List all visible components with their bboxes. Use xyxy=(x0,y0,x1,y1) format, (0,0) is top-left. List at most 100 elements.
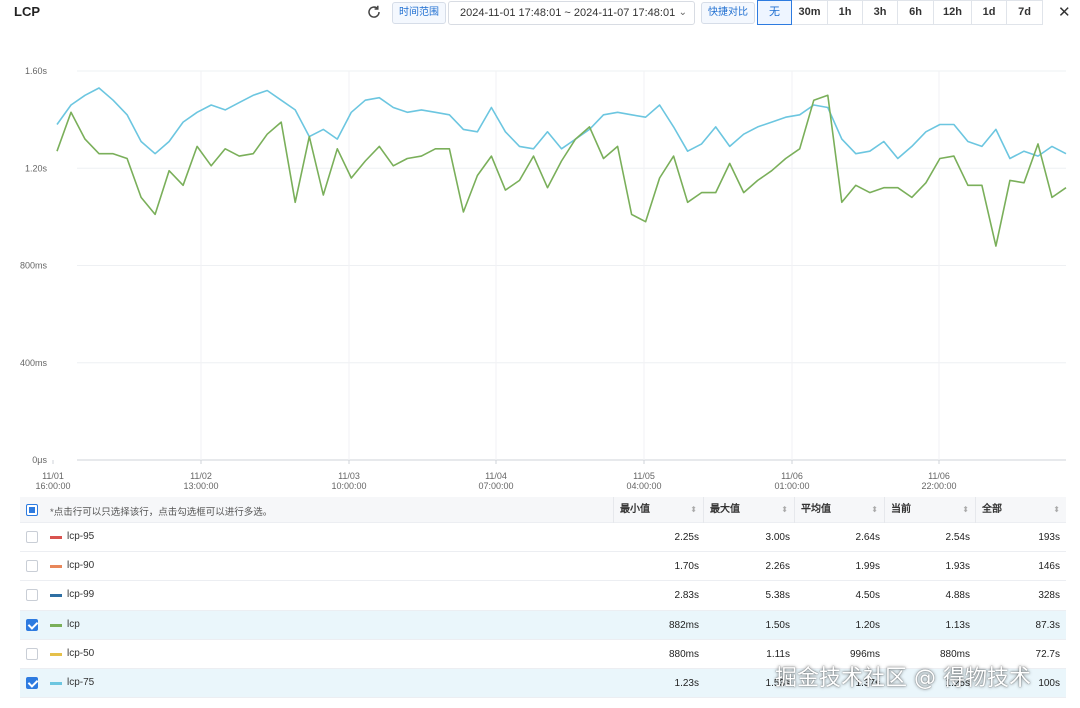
table-row[interactable]: lcp-95 2.25s 3.00s 2.64s 2.54s 193s xyxy=(20,523,1066,553)
column-header-label: 当前 xyxy=(891,504,911,515)
column-header-label: 最大值 xyxy=(710,504,740,515)
x-tick-date: 11/02 xyxy=(190,471,212,481)
compare-option-3h[interactable]: 3h xyxy=(863,0,898,25)
select-all-checkbox[interactable] xyxy=(26,504,38,516)
cell-value: 100s xyxy=(1038,677,1060,689)
page-title: LCP xyxy=(14,4,40,19)
y-tick-label: 0μs xyxy=(32,455,47,465)
series-line-lcp xyxy=(56,94,1067,247)
series-color-swatch xyxy=(50,594,62,598)
column-header[interactable]: 全部 ⬍ xyxy=(975,497,1066,523)
sort-icon[interactable]: ⬍ xyxy=(871,505,878,514)
cell-value: 193s xyxy=(1038,532,1060,543)
compare-option-30m[interactable]: 30m xyxy=(792,0,828,25)
series-color-swatch xyxy=(50,565,62,569)
cell-value: 1.13s xyxy=(945,619,970,631)
series-line-lcp-75 xyxy=(56,87,1067,160)
cell-value: 1.99s xyxy=(855,561,880,573)
cell-value: 4.50s xyxy=(855,590,880,602)
cell-value: 2.26s xyxy=(765,561,790,573)
quick-compare-button[interactable]: 快捷对比 xyxy=(701,2,755,24)
cell-value: 2.54s xyxy=(945,532,970,543)
series-color-swatch xyxy=(50,536,62,539)
time-range-button[interactable]: 时间范围 xyxy=(392,2,446,24)
series-name: lcp-75 xyxy=(67,676,95,688)
sort-icon[interactable]: ⬍ xyxy=(1053,505,1060,514)
cell-value: 2.64s xyxy=(855,532,880,543)
cell-value: 328s xyxy=(1038,590,1060,602)
sort-icon[interactable]: ⬍ xyxy=(781,505,788,514)
table-row[interactable]: lcp-50 880ms 1.11s 996ms 880ms 72.7s xyxy=(20,640,1066,669)
row-checkbox[interactable] xyxy=(26,531,38,543)
cell-value: 996ms xyxy=(849,648,880,660)
x-tick-date: 11/05 xyxy=(633,471,655,481)
cell-value: 1.70s xyxy=(674,561,699,573)
cell-value: 5.38s xyxy=(765,590,790,602)
cell-value: 3.00s xyxy=(765,532,790,543)
table-header: *点击行可以只选择该行，点击勾选框可以进行多选。 最小值 ⬍ 最大值 ⬍ 平均值 ⬍ 当前 ⬍… xyxy=(20,497,1066,523)
table-row[interactable]: lcp-75 1.23s 1.53s 1.37s 1.25s 100s xyxy=(20,668,1066,699)
sort-icon[interactable]: ⬍ xyxy=(690,505,697,514)
x-tick-date: 11/03 xyxy=(338,471,360,481)
cell-value: 1.23s xyxy=(674,677,699,689)
compare-segmented-control: 无 30m 1h 3h 6h 12h 1d 7d xyxy=(757,0,1043,25)
column-header[interactable]: 最小值 ⬍ xyxy=(613,497,703,523)
y-tick-label: 1.60s xyxy=(25,66,48,76)
compare-option-1d[interactable]: 1d xyxy=(972,0,1007,25)
row-checkbox[interactable] xyxy=(26,589,38,602)
cell-value: 1.37s xyxy=(855,677,880,689)
refresh-icon[interactable] xyxy=(366,4,382,20)
row-checkbox[interactable] xyxy=(26,676,38,689)
series-color-swatch xyxy=(50,681,62,685)
watermark: 掘金技术社区 @ 得物技术 xyxy=(775,666,1031,691)
y-tick-label: 800ms xyxy=(20,261,48,271)
column-header[interactable]: 最大值 ⬍ xyxy=(703,497,794,523)
table-row[interactable]: lcp 882ms 1.50s 1.20s 1.13s 87.3s xyxy=(20,610,1066,640)
column-header[interactable]: 平均值 ⬍ xyxy=(794,497,884,523)
series-color-swatch xyxy=(50,652,62,656)
series-color-swatch xyxy=(50,623,62,627)
x-tick-date: 11/04 xyxy=(485,471,507,481)
x-tick-date: 11/06 xyxy=(928,471,950,481)
compare-option-12h[interactable]: 12h xyxy=(934,0,972,25)
close-icon[interactable]: ✕ xyxy=(1058,4,1071,21)
x-tick-time: 01:00:00 xyxy=(774,481,809,491)
compare-option-6h[interactable]: 6h xyxy=(898,0,934,25)
time-range-picker[interactable]: 2024-11-01 17:48:01 ~ 2024-11-07 17:48:0… xyxy=(448,1,695,25)
x-tick-time: 10:00:00 xyxy=(331,481,366,491)
cell-value: 880ms xyxy=(939,648,970,660)
cell-value: 880ms xyxy=(668,648,699,660)
x-tick-date: 11/06 xyxy=(781,471,803,481)
compare-option-无[interactable]: 无 xyxy=(757,0,792,25)
row-checkbox[interactable] xyxy=(26,647,38,660)
cell-value: 882ms xyxy=(668,619,699,631)
y-tick-label: 400ms xyxy=(20,358,48,368)
compare-option-1h[interactable]: 1h xyxy=(828,0,863,25)
row-checkbox[interactable] xyxy=(26,618,38,631)
compare-option-7d[interactable]: 7d xyxy=(1007,0,1043,25)
column-header[interactable]: 当前 ⬍ xyxy=(884,497,975,523)
cell-value: 146s xyxy=(1038,561,1060,573)
x-tick-time: 13:00:00 xyxy=(183,481,218,491)
cell-value: 4.88s xyxy=(945,590,970,602)
y-tick-label: 1.20s xyxy=(25,163,48,173)
cell-value: 1.20s xyxy=(855,619,880,631)
time-range-value: 2024-11-01 17:48:01 ~ 2024-11-07 17:48:0… xyxy=(460,7,676,19)
table-row[interactable]: lcp-90 1.70s 2.26s 1.99s 1.93s 146s xyxy=(20,552,1066,582)
cell-value: 1.93s xyxy=(945,561,970,573)
cell-value: 87.3s xyxy=(1035,619,1060,631)
series-name: lcp-50 xyxy=(67,647,95,659)
cell-value: 2.25s xyxy=(674,532,699,543)
x-tick-time: 04:00:00 xyxy=(626,481,661,491)
chevron-down-icon: ⌄ xyxy=(678,7,687,18)
sort-icon[interactable]: ⬍ xyxy=(962,505,969,514)
table-row[interactable]: lcp-99 2.83s 5.38s 4.50s 4.88s 328s xyxy=(20,581,1066,611)
series-name: lcp xyxy=(67,618,80,630)
column-header-label: 全部 xyxy=(982,504,1002,515)
series-table: *点击行可以只选择该行，点击勾选框可以进行多选。 最小值 ⬍ 最大值 ⬍ 平均值 ⬍ 当前 ⬍… xyxy=(20,497,1066,699)
row-checkbox[interactable] xyxy=(26,560,38,573)
table-body: lcp-95 2.25s 3.00s 2.64s 2.54s 193s lcp-90 1.70… xyxy=(20,523,1066,699)
series-name: lcp-99 xyxy=(67,589,95,601)
x-tick-time: 22:00:00 xyxy=(921,481,956,491)
